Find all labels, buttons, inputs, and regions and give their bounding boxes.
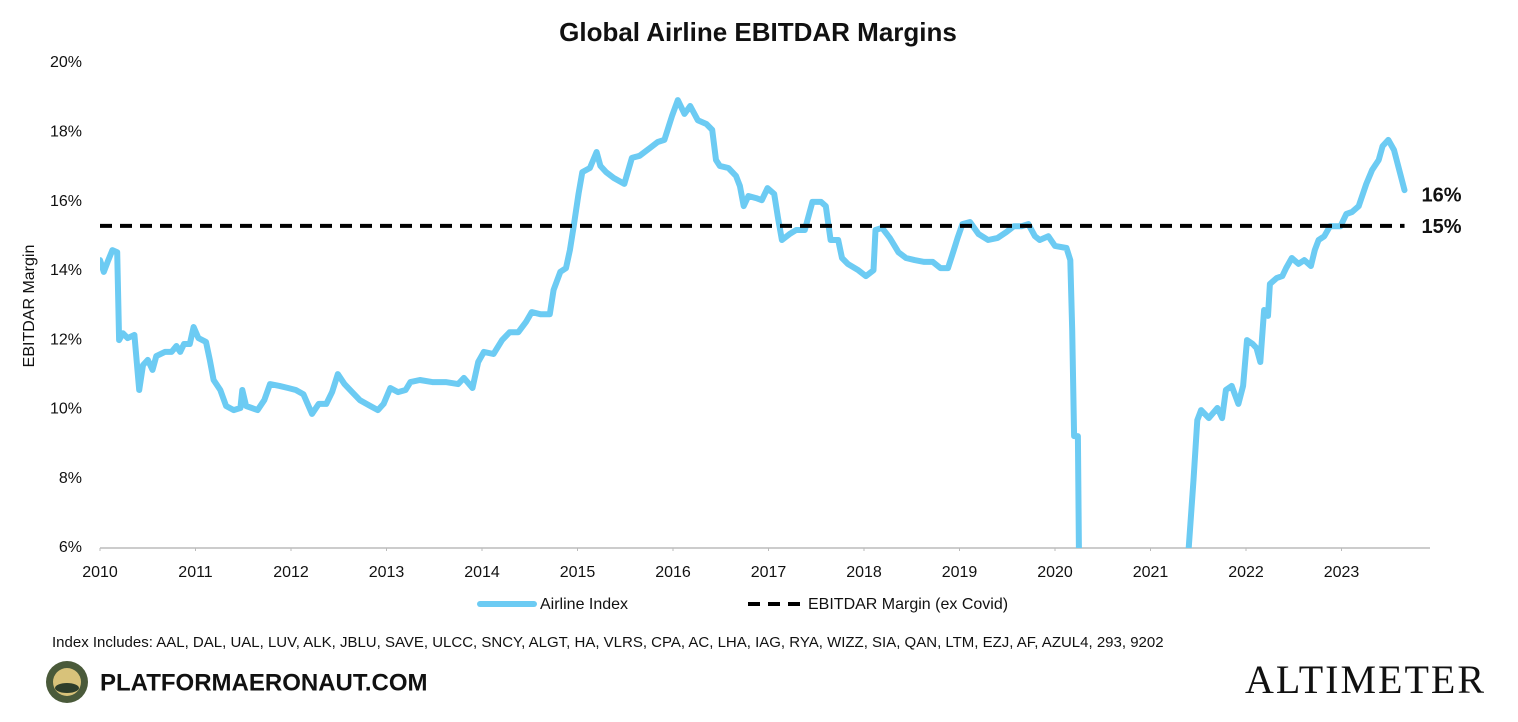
x-tick-label: 2019 — [942, 564, 978, 581]
y-tick-label: 18% — [50, 124, 82, 141]
x-tick-label: 2017 — [751, 564, 787, 581]
y-tick-label: 6% — [59, 539, 82, 556]
brand: ALTIMETER — [1245, 657, 1486, 702]
x-tick-label: 2016 — [655, 564, 691, 581]
x-tick-label: 2018 — [846, 564, 882, 581]
x-tick-label: 2013 — [369, 564, 405, 581]
x-tick-label: 2014 — [464, 564, 500, 581]
y-tick-label: 20% — [50, 54, 82, 71]
legend-label: EBITDAR Margin (ex Covid) — [808, 596, 1008, 613]
y-tick-label: 14% — [50, 262, 82, 279]
x-tick-label: 2010 — [82, 564, 118, 581]
logo — [46, 661, 88, 703]
x-tick-label: 2015 — [560, 564, 596, 581]
x-tick-label: 2020 — [1037, 564, 1073, 581]
x-tick-label: 2011 — [178, 564, 213, 581]
x-tick-label: 2022 — [1228, 564, 1264, 581]
y-tick-label: 8% — [59, 470, 82, 487]
end-label: 16% — [1422, 184, 1462, 206]
x-tick-label: 2012 — [273, 564, 309, 581]
x-tick-label: 2023 — [1324, 564, 1360, 581]
y-tick-label: 10% — [50, 401, 82, 418]
site-name: PLATFORMAERONAUT.COM — [100, 669, 428, 696]
chart-title: Global Airline EBITDAR Margins — [559, 17, 957, 47]
plot-area — [100, 97, 1408, 548]
footnote: Index Includes: AAL, DAL, UAL, LUV, ALK,… — [52, 634, 1164, 651]
x-tick-label: 2021 — [1133, 564, 1169, 581]
y-axis-label: EBITDAR Margin — [21, 245, 38, 368]
y-tick-label: 12% — [50, 331, 82, 348]
reference-label: 15% — [1422, 216, 1462, 238]
y-tick-label: 16% — [50, 193, 82, 210]
legend-label: Airline Index — [540, 596, 628, 613]
data-line — [100, 97, 1408, 548]
